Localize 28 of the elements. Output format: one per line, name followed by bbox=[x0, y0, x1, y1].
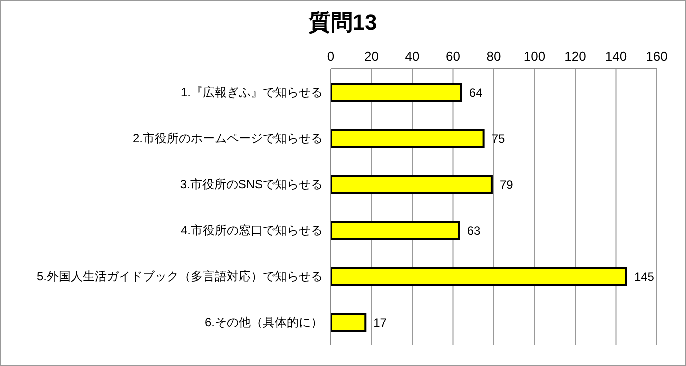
x-tick-label: 80 bbox=[486, 49, 502, 64]
bar bbox=[331, 129, 485, 148]
y-tick-label: 2.市役所のホームページで知らせる bbox=[132, 131, 323, 146]
y-tick-label: 4.市役所の窓口で知らせる bbox=[180, 223, 323, 238]
x-tick-label: 20 bbox=[364, 49, 379, 64]
bar bbox=[331, 83, 462, 102]
x-tick-label: 140 bbox=[605, 49, 628, 64]
y-tick-label: 5.外国人生活ガイドブック（多言語対応）で知らせる bbox=[36, 269, 323, 284]
x-tick-label: 120 bbox=[564, 49, 586, 64]
y-tick-label: 1.『広報ぎふ』で知らせる bbox=[180, 85, 323, 100]
bar bbox=[331, 221, 460, 240]
data-label: 79 bbox=[500, 178, 514, 192]
x-tick-label: 0 bbox=[327, 49, 335, 64]
data-label: 17 bbox=[374, 316, 388, 330]
data-label: 75 bbox=[492, 132, 506, 146]
x-tick-label: 60 bbox=[446, 49, 460, 64]
chart-title: 質問13 bbox=[308, 9, 378, 37]
data-label: 64 bbox=[469, 86, 484, 100]
x-tick-label: 100 bbox=[524, 49, 546, 64]
bar bbox=[331, 313, 367, 332]
bar bbox=[331, 267, 628, 286]
data-label: 63 bbox=[467, 224, 482, 238]
x-tick-label: 160 bbox=[646, 49, 668, 64]
bar bbox=[331, 175, 493, 194]
y-tick-label: 3.市役所のSNSで知らせる bbox=[180, 177, 323, 192]
x-tick-label: 40 bbox=[405, 49, 420, 64]
data-label: 145 bbox=[634, 270, 655, 284]
y-tick-label: 6.その他（具体的に） bbox=[204, 315, 323, 330]
